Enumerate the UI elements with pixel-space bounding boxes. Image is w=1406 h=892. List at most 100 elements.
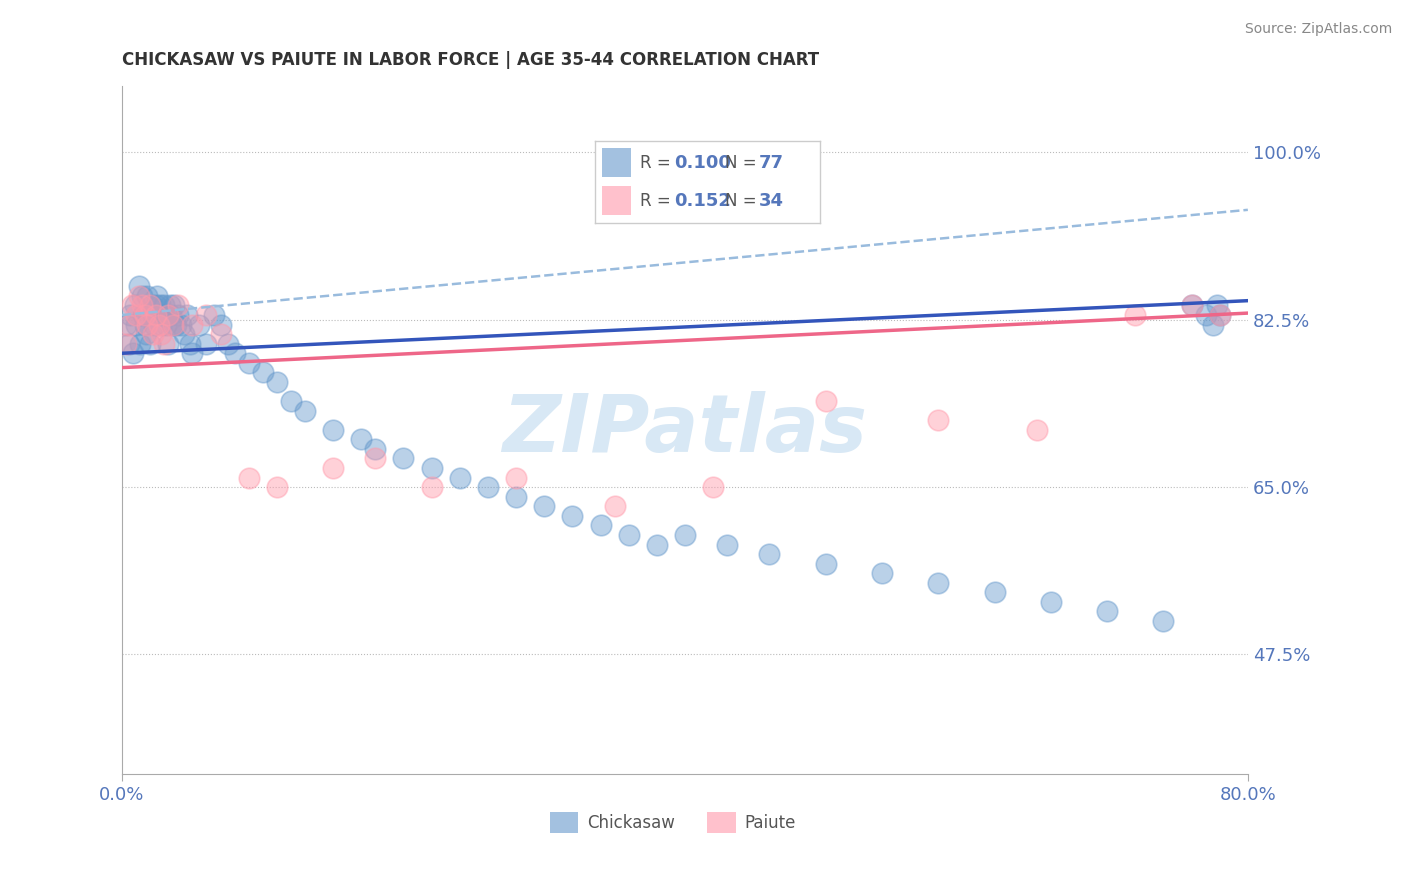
Point bbox=[159, 298, 181, 312]
Point bbox=[322, 461, 344, 475]
Text: Paiute: Paiute bbox=[745, 814, 796, 832]
Point bbox=[209, 318, 232, 332]
Point bbox=[983, 585, 1005, 599]
Point bbox=[1208, 308, 1230, 322]
Point bbox=[224, 346, 246, 360]
Point bbox=[143, 318, 166, 332]
Point bbox=[266, 375, 288, 389]
Point bbox=[160, 308, 183, 322]
Point bbox=[420, 461, 443, 475]
Point bbox=[505, 490, 527, 504]
Point bbox=[195, 308, 218, 322]
Point bbox=[162, 318, 184, 332]
Point bbox=[128, 279, 150, 293]
Point bbox=[603, 500, 626, 514]
Point bbox=[322, 423, 344, 437]
Point bbox=[449, 470, 471, 484]
Point bbox=[350, 433, 373, 447]
Point bbox=[131, 298, 153, 312]
Point bbox=[142, 308, 165, 322]
Point bbox=[142, 327, 165, 342]
Point bbox=[1208, 308, 1230, 322]
Point bbox=[132, 308, 155, 322]
Point bbox=[1201, 318, 1223, 332]
Point bbox=[145, 308, 167, 322]
Point bbox=[927, 413, 949, 427]
Point bbox=[1095, 604, 1118, 618]
Point bbox=[202, 308, 225, 322]
Point bbox=[167, 298, 190, 312]
Point bbox=[125, 308, 148, 322]
Bar bbox=[707, 812, 735, 832]
Point bbox=[179, 336, 201, 351]
Point bbox=[118, 318, 141, 332]
Point bbox=[1194, 308, 1216, 322]
Point bbox=[125, 318, 148, 332]
Point bbox=[148, 308, 170, 322]
Point bbox=[561, 508, 583, 523]
Text: ZIPatlas: ZIPatlas bbox=[502, 391, 868, 469]
Point bbox=[122, 346, 145, 360]
Point bbox=[150, 318, 173, 332]
Point bbox=[135, 327, 157, 342]
Point bbox=[188, 318, 211, 332]
Point bbox=[477, 480, 499, 494]
Point bbox=[141, 298, 163, 312]
Point bbox=[814, 394, 837, 409]
Point bbox=[170, 318, 193, 332]
Point bbox=[176, 308, 198, 322]
Point bbox=[814, 557, 837, 571]
Point bbox=[146, 289, 169, 303]
Point bbox=[1205, 298, 1227, 312]
Point bbox=[157, 308, 180, 322]
Point bbox=[121, 298, 143, 312]
Point bbox=[136, 289, 159, 303]
Point bbox=[617, 528, 640, 542]
Point bbox=[165, 318, 187, 332]
Point bbox=[149, 298, 172, 312]
Point bbox=[392, 451, 415, 466]
Point bbox=[266, 480, 288, 494]
Point bbox=[153, 336, 176, 351]
Point bbox=[162, 318, 184, 332]
Point bbox=[364, 451, 387, 466]
Point bbox=[505, 470, 527, 484]
Point bbox=[118, 336, 141, 351]
Point bbox=[1025, 423, 1047, 437]
Point bbox=[673, 528, 696, 542]
Point bbox=[716, 537, 738, 551]
Point bbox=[252, 365, 274, 379]
Point bbox=[294, 403, 316, 417]
Point bbox=[702, 480, 724, 494]
Point bbox=[115, 336, 138, 351]
Point bbox=[139, 298, 162, 312]
Point bbox=[120, 308, 142, 322]
Point bbox=[167, 308, 190, 322]
Point bbox=[195, 336, 218, 351]
Point bbox=[238, 470, 260, 484]
Text: CHICKASAW VS PAIUTE IN LABOR FORCE | AGE 35-44 CORRELATION CHART: CHICKASAW VS PAIUTE IN LABOR FORCE | AGE… bbox=[122, 51, 820, 69]
Point bbox=[115, 318, 138, 332]
Point bbox=[927, 575, 949, 590]
Point bbox=[129, 336, 152, 351]
Point bbox=[645, 537, 668, 551]
Point bbox=[157, 336, 180, 351]
Point bbox=[181, 346, 204, 360]
Point bbox=[136, 318, 159, 332]
Point bbox=[870, 566, 893, 581]
Point bbox=[1180, 298, 1202, 312]
Point bbox=[153, 298, 176, 312]
Point bbox=[533, 500, 555, 514]
Point bbox=[156, 308, 179, 322]
Point bbox=[1123, 308, 1146, 322]
Point bbox=[150, 327, 173, 342]
Point bbox=[758, 547, 780, 561]
Point bbox=[148, 318, 170, 332]
Point bbox=[1180, 298, 1202, 312]
Point bbox=[181, 318, 204, 332]
Point bbox=[163, 298, 186, 312]
Point bbox=[238, 356, 260, 370]
Point bbox=[134, 308, 156, 322]
Text: Chickasaw: Chickasaw bbox=[586, 814, 675, 832]
Bar bbox=[550, 812, 578, 832]
